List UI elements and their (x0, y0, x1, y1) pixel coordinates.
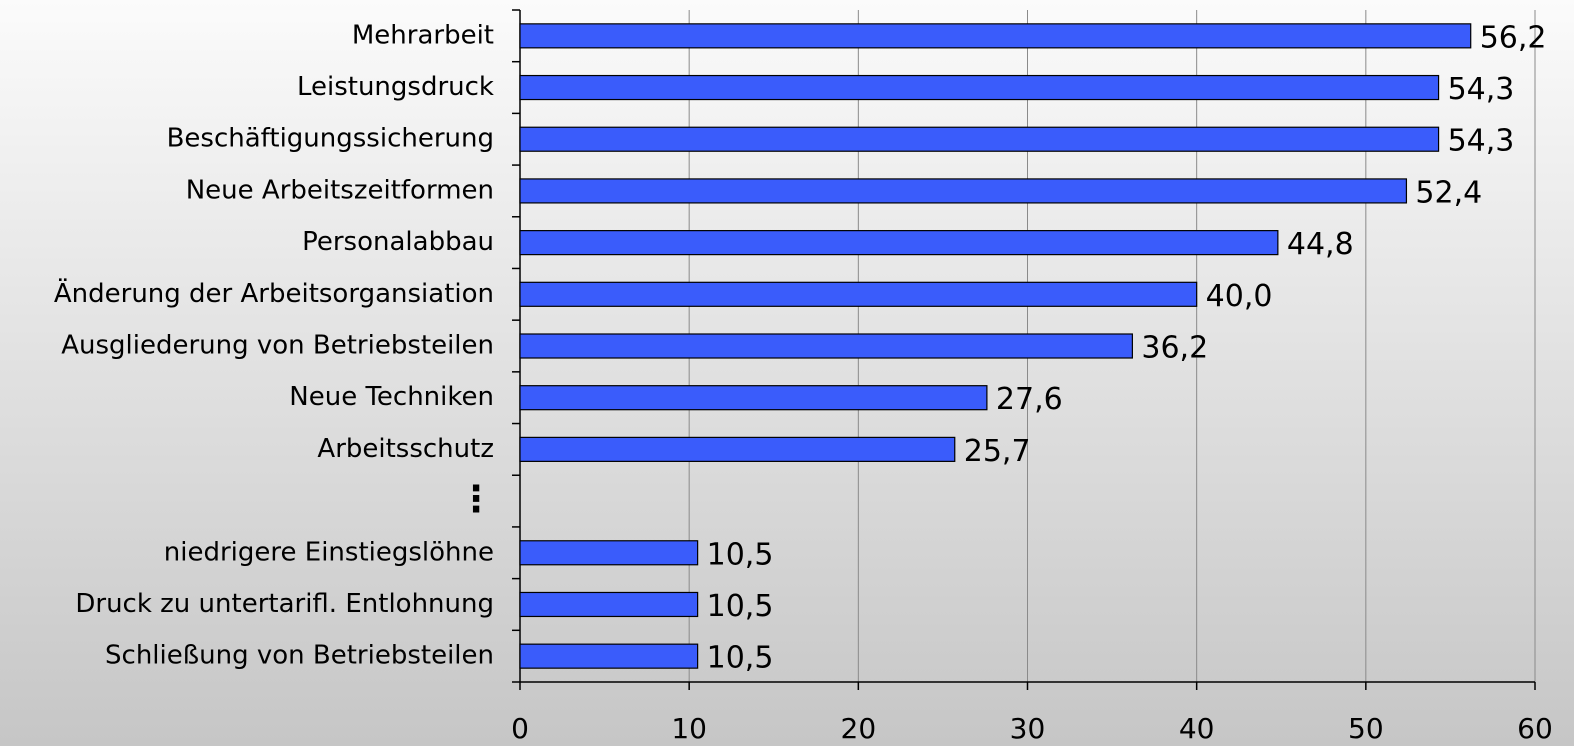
x-tick-label: 20 (841, 712, 877, 745)
y-tick-label: Beschäftigungssicherung (167, 124, 494, 154)
x-tick-label: 30 (1010, 712, 1046, 745)
y-tick-label: Ausgliederung von Betriebsteilen (61, 331, 494, 361)
value-label: 36,2 (1141, 331, 1208, 366)
bar (519, 436, 956, 462)
value-label: 25,7 (964, 434, 1031, 469)
value-label: 10,5 (707, 641, 774, 676)
bar (519, 591, 699, 618)
value-label: 10,5 (707, 537, 774, 572)
y-tick-label: Arbeitsschutz (317, 434, 494, 464)
x-tick-label: 40 (1179, 712, 1215, 745)
bar (519, 643, 699, 669)
bar (519, 126, 1440, 152)
bar (519, 540, 699, 566)
value-label: 27,6 (996, 382, 1063, 417)
y-tick-label: Druck zu untertarifl. Entlohnung (75, 589, 494, 619)
y-tick-label: Personalabbau (302, 227, 494, 257)
value-label: 52,4 (1415, 175, 1482, 210)
y-tick-label: ⋮ (458, 479, 494, 520)
bar (519, 385, 988, 411)
value-label: 44,8 (1287, 227, 1354, 262)
y-tick-label: Neue Arbeitszeitformen (186, 175, 494, 205)
x-tick-label: 10 (671, 712, 707, 745)
x-tick-label: 0 (511, 712, 529, 745)
y-tick-label: Neue Techniken (289, 382, 494, 412)
y-tick-label: Leistungsdruck (297, 72, 494, 102)
value-label: 10,5 (707, 589, 774, 624)
bar (519, 23, 1472, 49)
bar (519, 230, 1279, 256)
y-tick-label: Mehrarbeit (352, 20, 494, 50)
value-label: 54,3 (1448, 72, 1515, 107)
bar (519, 333, 1133, 359)
bar (519, 178, 1408, 204)
value-label: 40,0 (1206, 279, 1273, 314)
y-tick-label: Änderung der Arbeitsorgansiation (54, 277, 494, 309)
x-tick-label: 60 (1517, 712, 1553, 745)
bar (519, 74, 1440, 101)
value-label: 56,2 (1480, 20, 1547, 55)
value-label: 54,3 (1448, 124, 1515, 159)
y-tick-label: Schließung von Betriebsteilen (105, 641, 494, 671)
bar (519, 281, 1198, 307)
y-tick-label: niedrigere Einstiegslöhne (164, 537, 494, 567)
x-tick-label: 50 (1348, 712, 1384, 745)
